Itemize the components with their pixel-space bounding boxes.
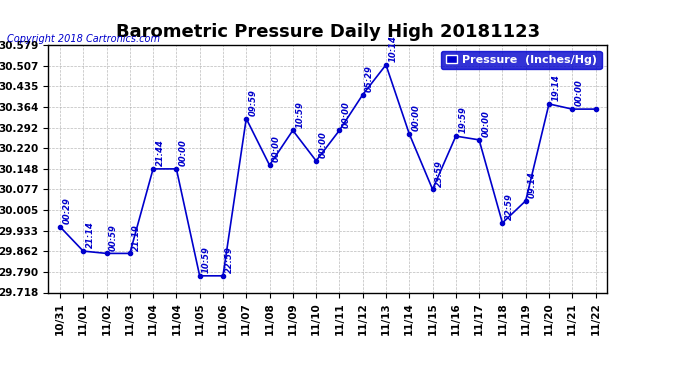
Text: 00:00: 00:00 [342, 101, 351, 128]
Text: 19:14: 19:14 [551, 74, 560, 101]
Text: 21:19: 21:19 [132, 224, 141, 251]
Text: 10:14: 10:14 [388, 35, 397, 62]
Text: 00:00: 00:00 [179, 139, 188, 166]
Text: 00:00: 00:00 [319, 131, 328, 158]
Text: 09:14: 09:14 [528, 171, 537, 198]
Text: 00:00: 00:00 [482, 110, 491, 137]
Text: 00:29: 00:29 [62, 197, 71, 224]
Text: 05:29: 05:29 [365, 65, 374, 92]
Text: 22:59: 22:59 [505, 193, 514, 220]
Text: 00:00: 00:00 [412, 104, 421, 131]
Text: 10:59: 10:59 [295, 101, 304, 128]
Text: 21:14: 21:14 [86, 222, 95, 248]
Legend: Pressure  (Inches/Hg): Pressure (Inches/Hg) [441, 51, 602, 69]
Text: 00:59: 00:59 [109, 224, 118, 251]
Text: 22:59: 22:59 [226, 246, 235, 273]
Text: 00:00: 00:00 [272, 135, 281, 162]
Title: Barometric Pressure Daily High 20181123: Barometric Pressure Daily High 20181123 [116, 22, 540, 40]
Text: 10:59: 10:59 [202, 246, 211, 273]
Text: Copyright 2018 Cartronics.com: Copyright 2018 Cartronics.com [7, 34, 160, 44]
Text: 09:59: 09:59 [248, 89, 257, 116]
Text: 21:44: 21:44 [155, 139, 164, 166]
Text: 19:59: 19:59 [458, 106, 467, 134]
Text: 23:59: 23:59 [435, 160, 444, 186]
Text: 00:00: 00:00 [575, 80, 584, 106]
